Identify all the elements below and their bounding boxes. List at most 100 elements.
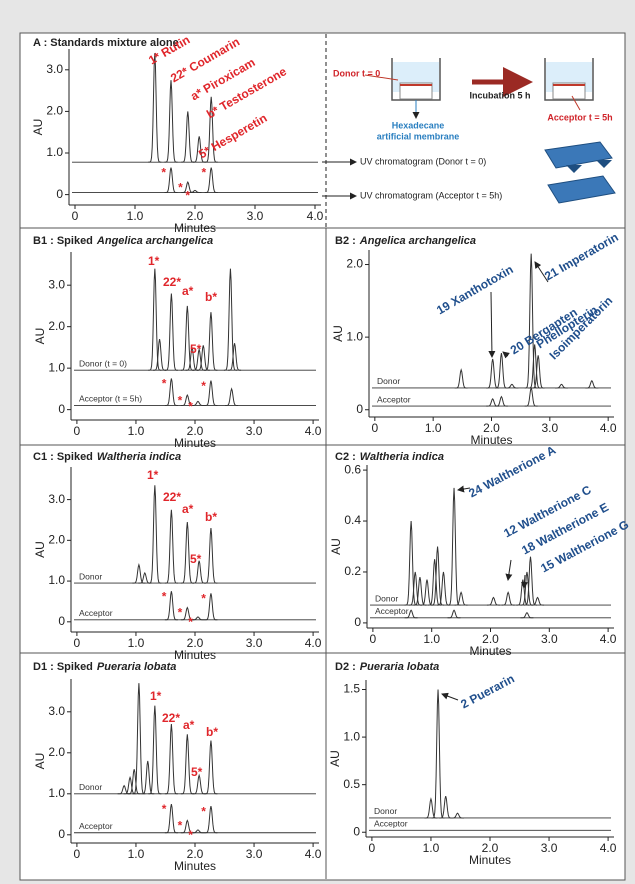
trace-name: Donor (t = 0) [79, 358, 127, 368]
x-tick-label: 3.0 [246, 847, 263, 861]
x-axis-label: Minutes [174, 859, 216, 873]
trace-name: Acceptor (t = 5h) [79, 394, 142, 404]
title-text: B2 : [335, 235, 356, 247]
trace-name: Acceptor [79, 821, 113, 831]
x-tick-label: 0 [74, 636, 81, 650]
title-text: C2 : [335, 451, 356, 463]
panel-title: D2 : Pueraria lobata [335, 661, 439, 673]
x-tick-label: 4.0 [307, 209, 324, 223]
peak [191, 400, 205, 406]
peak [204, 740, 218, 795]
peak-marker: * [188, 615, 193, 629]
trace-note: UV chromatogram (Donor t = 0) [360, 156, 486, 166]
peak-marker: * [178, 180, 183, 194]
x-tick-label: 1.0 [128, 847, 145, 861]
title-species: Waltheria indica [97, 451, 181, 463]
title-species: Pueraria lobata [360, 661, 439, 673]
peak [164, 378, 178, 406]
x-tick-label: 0 [74, 847, 81, 861]
figure-frame [19, 32, 626, 881]
x-tick-label: 2.0 [187, 209, 204, 223]
x-tick-label: 2.0 [187, 847, 204, 861]
peak [524, 386, 538, 407]
y-tick-label: 0.5 [343, 777, 360, 791]
y-tick-label: 3.0 [46, 62, 63, 76]
y-tick-label: 1.0 [48, 786, 65, 800]
peak [196, 345, 210, 371]
peak-annotation: 5* [191, 765, 203, 779]
y-tick-label: 2.0 [48, 319, 65, 333]
annotation-arrow [441, 692, 459, 701]
peak [180, 734, 194, 795]
peak [164, 591, 178, 621]
annotation-arrow [502, 351, 510, 359]
title-species: Waltheria indica [360, 451, 444, 463]
y-tick-label: 1.0 [346, 329, 363, 343]
peak [148, 268, 162, 371]
peak [524, 253, 538, 389]
title-text: B1 : Spiked [33, 235, 93, 247]
peak [164, 803, 178, 834]
y-tick-label: 0 [354, 615, 361, 629]
x-tick-label: 3.0 [246, 424, 263, 438]
peak-annotation: 5* [190, 342, 202, 356]
peak-marker: * [162, 377, 167, 391]
x-tick-label: 4.0 [600, 632, 617, 646]
peak [192, 136, 206, 163]
panel-title: C2 : Waltheria indica [335, 451, 444, 463]
peak-marker: * [185, 189, 190, 203]
trace-note: UV chromatogram (Acceptor t = 5h) [360, 190, 502, 200]
peak-marker: * [162, 802, 167, 816]
peak-annotation: b* [205, 510, 217, 524]
y-tick-label: 2.0 [48, 745, 65, 759]
peak [164, 167, 178, 194]
x-tick-label: 2.0 [482, 632, 499, 646]
y-tick-label: 0 [56, 187, 63, 201]
peak-annotation: 5* [190, 552, 202, 566]
y-axis-label: AU [328, 750, 342, 767]
trace-name: Acceptor [377, 394, 411, 404]
x-axis-label: Minutes [470, 433, 512, 447]
peak [127, 769, 141, 795]
peak [180, 521, 194, 584]
y-tick-label: 0 [58, 614, 65, 628]
trace-name: Donor [377, 376, 400, 386]
peak-marker: * [178, 393, 183, 407]
peak [204, 312, 218, 371]
peak [555, 383, 568, 389]
y-tick-label: 2.0 [46, 104, 63, 118]
panel-title: B1 : Spiked Angelica archangelica [33, 235, 213, 247]
title-text: D2 : [335, 661, 356, 673]
peak [188, 189, 202, 194]
x-axis-label: Minutes [174, 436, 216, 450]
peak [192, 773, 206, 795]
title-species: Angelica archangelica [96, 235, 213, 247]
title-text: C1 : Spiked [33, 451, 93, 463]
x-tick-label: 4.0 [600, 421, 617, 435]
x-tick-label: 0 [370, 632, 377, 646]
peak [404, 609, 418, 619]
peak [531, 596, 545, 606]
y-axis-label: AU [33, 753, 47, 770]
peak [204, 380, 218, 406]
y-axis-label: AU [33, 541, 47, 558]
x-tick-label: 1.0 [128, 636, 145, 650]
y-axis-label: AU [33, 328, 47, 345]
diagram-donor: Donor t = 0 [333, 68, 380, 78]
peak [228, 343, 242, 371]
diagram-acceptor: Acceptor t = 5h [547, 112, 612, 122]
peak [141, 760, 155, 795]
peak [520, 612, 534, 619]
peak [204, 96, 218, 163]
x-tick-label: 3.0 [247, 209, 264, 223]
peak [164, 509, 178, 584]
peak [454, 591, 468, 606]
peak [191, 829, 205, 834]
peak-marker: * [162, 589, 167, 603]
x-axis-label: Minutes [469, 644, 511, 658]
peak [180, 305, 194, 371]
title-text: A : Standards mixture alone [33, 37, 179, 49]
peak [486, 596, 500, 606]
peak [164, 80, 178, 163]
